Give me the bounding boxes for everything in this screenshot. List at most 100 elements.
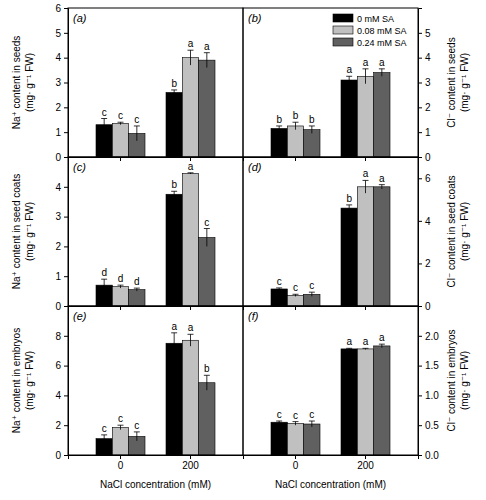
plot-area: [271, 180, 390, 306]
y-tick-mark: [418, 33, 422, 34]
error-bar: [293, 294, 299, 296]
y-tick-mark: [418, 83, 422, 84]
y-tick-label: 2: [425, 258, 431, 269]
y-tick: 2: [55, 102, 68, 113]
bar: [357, 349, 373, 455]
error-cap: [379, 68, 385, 69]
error-cap: [346, 348, 352, 349]
significance-letter: c: [204, 217, 209, 228]
y-tick-label: 1: [55, 271, 61, 282]
error-line: [279, 126, 280, 131]
y-axis-title: Na⁺ content in seed coats: [11, 174, 22, 289]
y-tick-label: 1.0: [425, 390, 439, 401]
bar: [374, 73, 390, 157]
plot-area: [271, 344, 390, 455]
error-cap: [276, 287, 282, 288]
y-tick: 6: [55, 360, 68, 371]
y-axis-title: Cl⁻ content in seeds: [446, 37, 457, 127]
y-axis-title: (mg· g⁻¹ FW): [459, 351, 470, 410]
error-cap: [363, 180, 369, 181]
x-tick-label: 0: [118, 460, 124, 471]
bar: [287, 126, 303, 157]
x-tick-mark: [120, 306, 121, 310]
y-tick-mark: [418, 263, 422, 264]
y-tick-mark: [418, 425, 422, 426]
error-line: [174, 90, 175, 95]
bar: [199, 237, 215, 306]
y-tick-mark: [64, 132, 68, 133]
significance-letter: a: [346, 64, 352, 75]
plot-frame: [243, 8, 418, 157]
y-axis-line: [419, 307, 423, 456]
bar: [374, 346, 390, 455]
plot-frame: [68, 8, 243, 157]
bar: [304, 424, 320, 455]
y-tick: 8: [55, 331, 68, 342]
y-tick-mark: [418, 366, 422, 367]
bar: [271, 128, 287, 157]
error-cap: [363, 348, 369, 349]
y-axis-title: Cl⁻ content in seed coats: [446, 175, 457, 287]
y-axis-title: (mg· g⁻¹ FW): [459, 53, 470, 112]
significance-letter: b: [171, 179, 177, 190]
x-axis-line: [69, 307, 244, 311]
y-tick-mark: [418, 336, 422, 337]
y-tick: 6: [55, 3, 68, 14]
y-tick: 6: [418, 173, 431, 184]
error-line: [136, 432, 137, 441]
x-tick-mark: [295, 455, 296, 459]
x-axis-line: [69, 456, 244, 460]
significance-letter: a: [346, 336, 352, 347]
y-tick-label: 4: [425, 216, 431, 227]
plot-frame: [243, 306, 418, 455]
error-cap: [276, 421, 282, 422]
x-tick: 200: [357, 455, 374, 471]
error-cap: [293, 294, 299, 295]
x-tick-label: 200: [182, 460, 199, 471]
y-axis-title: (mg· g⁻¹ FW): [24, 53, 35, 112]
bar: [112, 287, 128, 306]
error-cap: [363, 68, 369, 69]
y-tick: 4: [55, 52, 68, 63]
bar: [341, 80, 357, 157]
y-axis-title: Na⁺ content in embryos: [11, 328, 22, 433]
significance-letter: a: [363, 336, 369, 347]
plot-frame: [68, 306, 243, 455]
error-bar: [346, 205, 352, 211]
error-bar: [309, 292, 315, 296]
error-bar: [363, 69, 369, 84]
significance-letter: c: [118, 110, 123, 121]
y-tick-label: 6: [55, 3, 61, 14]
significance-letter: a: [188, 38, 194, 49]
y-tick-label: 2: [55, 420, 61, 431]
bar: [166, 343, 182, 455]
plot-area: [271, 69, 390, 157]
error-bar: [171, 90, 177, 95]
y-axis-line: [419, 9, 423, 158]
y-tick: 2: [55, 241, 68, 252]
error-bar: [101, 279, 107, 291]
bar: [287, 423, 303, 455]
y-tick: 1.5: [418, 360, 439, 371]
significance-letter: a: [171, 321, 177, 332]
error-bar: [309, 421, 315, 427]
error-cap: [188, 172, 194, 173]
error-cap: [171, 332, 177, 333]
y-tick-label: 0: [55, 450, 61, 461]
error-line: [174, 333, 175, 354]
significance-letter: a: [363, 57, 369, 68]
error-bar: [363, 180, 369, 193]
y-tick-label: 5: [55, 28, 61, 39]
x-tick-mark: [120, 157, 121, 161]
bar: [271, 289, 287, 306]
y-tick-mark: [64, 366, 68, 367]
error-line: [206, 53, 207, 68]
x-tick-mark: [190, 455, 191, 459]
y-tick-label: 4: [425, 52, 431, 63]
y-tick-label: 1.5: [425, 360, 439, 371]
error-bar: [379, 344, 385, 348]
significance-letter: d: [134, 276, 140, 287]
y-tick: 5: [418, 28, 431, 39]
y-tick-mark: [64, 395, 68, 396]
significance-letter: b: [276, 114, 282, 125]
